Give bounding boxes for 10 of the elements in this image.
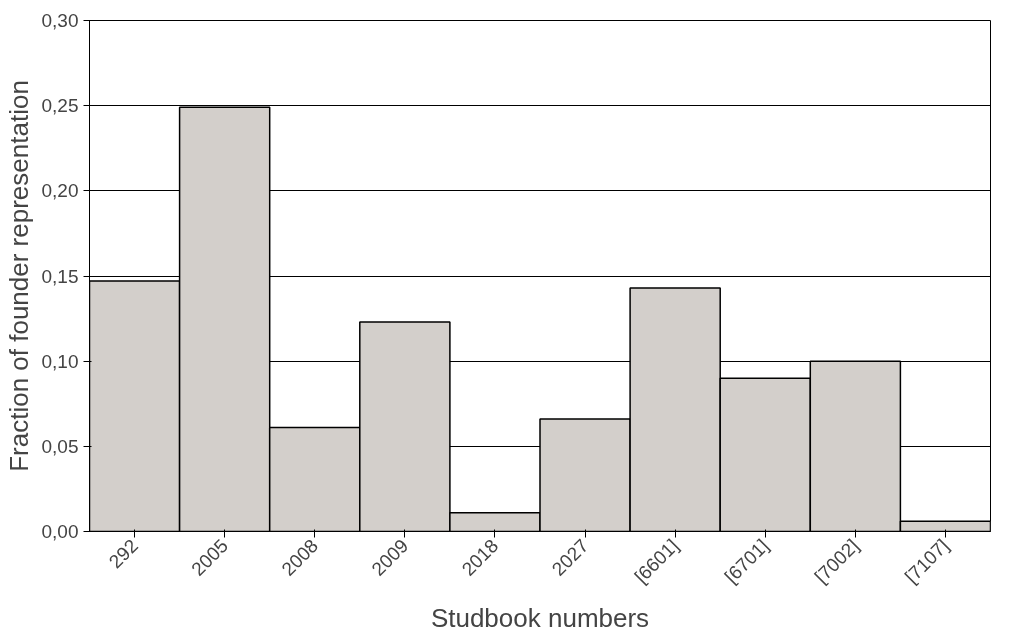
y-tick-label: 0,15 (41, 265, 79, 287)
y-tick-label: 0,10 (41, 350, 79, 372)
x-tick-label: 292 (104, 535, 142, 573)
y-tick-label: 0,20 (41, 180, 79, 202)
y-axis-title: Fraction of founder representation (3, 80, 34, 472)
y-tick-label: 0,00 (41, 521, 79, 542)
y-tick-label: 0,05 (41, 435, 79, 457)
y-tick-label: 0,25 (41, 95, 79, 117)
y-tick-label: 0,30 (41, 10, 79, 31)
x-axis-title: Studbook numbers (430, 602, 650, 633)
